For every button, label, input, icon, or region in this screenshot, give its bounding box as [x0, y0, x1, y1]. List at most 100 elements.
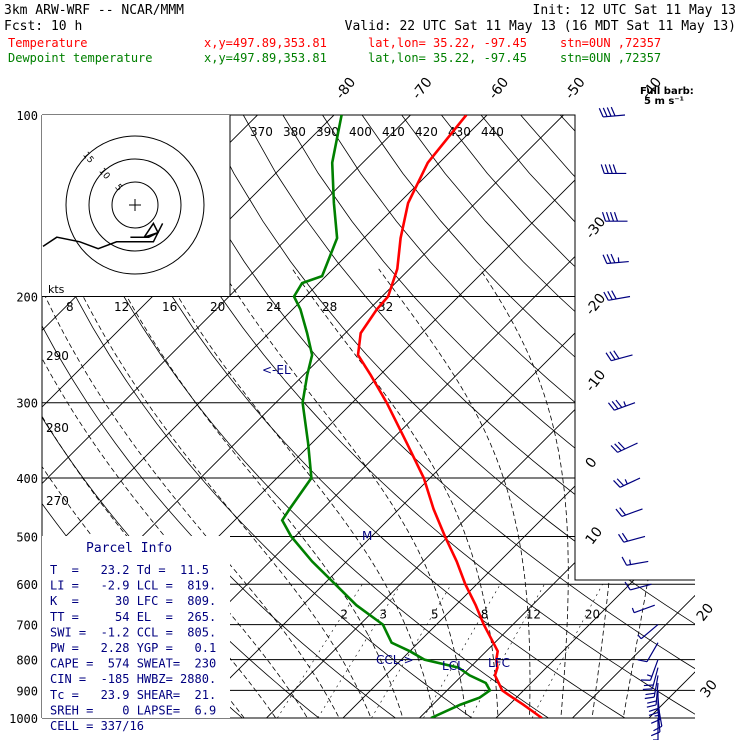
wind-barb-half-flag	[637, 634, 642, 640]
hodograph-ring-label: 5	[112, 183, 123, 194]
valid-time: Valid: 22 UTC Sat 11 May 13 (16 MDT Sat …	[345, 19, 736, 34]
wind-barb-flag	[613, 211, 619, 222]
dry-adiabat-line	[361, 115, 695, 718]
temperature-line	[356, 115, 543, 718]
wind-barb-flag	[607, 291, 613, 300]
mixing-ratio-label: 3	[379, 608, 387, 622]
parcel-info-title: Parcel Info	[86, 541, 172, 556]
wind-barb-flag	[618, 533, 625, 543]
mixing-ratio-line	[317, 584, 401, 718]
parcel-row: CAPE = 574 SWEAT= 230	[50, 657, 216, 671]
theta-e-label: 390	[316, 125, 339, 139]
hodograph-trace	[42, 221, 164, 250]
theta-e-label: 420	[415, 125, 438, 139]
wind-barb-flag	[613, 350, 620, 359]
dry-adiabat-line	[0, 115, 25, 731]
wind-barb-flag	[609, 211, 615, 222]
pressure-tick-label: 100	[16, 109, 38, 123]
dry-adiabat-line	[719, 115, 740, 731]
wind-barb-flag	[603, 291, 609, 301]
parcel-row: PW = 2.28 YGP = 0.1	[50, 641, 216, 655]
forecast-hour: Fcst: 10 h	[4, 19, 82, 34]
isotherm-line	[189, 115, 695, 718]
pressure-tick-label: 1000	[9, 712, 38, 726]
pressure-tick-label: 200	[16, 291, 38, 305]
isotherm-line	[495, 115, 695, 718]
mixing-ratio-label: 8	[481, 608, 489, 622]
isotherm-line	[42, 115, 411, 718]
mixing-ratio-label: 12	[526, 608, 541, 622]
wind-barb-flag	[624, 581, 631, 591]
wind-barb	[621, 556, 649, 566]
isotherm-label: -70	[409, 75, 436, 103]
wind-barb	[607, 399, 636, 411]
isotherm-label: 20	[694, 601, 718, 625]
isotherm-line	[419, 115, 695, 718]
isotherm-line	[42, 115, 488, 718]
parcel-row: SREH = 0 LAPSE= 6.9	[50, 703, 216, 717]
parcel-info-panel: Parcel Info T = 23.2 Td = 11.5 LI = -2.9 …	[42, 536, 230, 733]
hodo-scale-label: 20	[210, 300, 225, 314]
isotherm-label: -50	[562, 75, 589, 103]
mixing-ratio-label: 20	[585, 608, 600, 622]
dry-adiabat-line	[678, 115, 695, 718]
wind-barb-flag	[637, 659, 648, 663]
hodo-scale-label: 24	[266, 300, 281, 314]
parcel-row: CIN = -185 HWBZ= 2880.	[50, 672, 216, 686]
level-markers: <-EL LCL LFC CCL-> M	[262, 363, 510, 673]
parcel-row: Tc = 23.9 SHEAR= 21.	[50, 688, 216, 702]
level-marker: LFC	[488, 656, 510, 670]
wind-barb	[637, 624, 659, 640]
wind-barb	[637, 642, 659, 663]
dry-adiabat-line	[42, 115, 491, 718]
wind-barb-flag	[606, 107, 612, 117]
wind-barb-flag	[648, 707, 659, 712]
wind-barb	[631, 604, 655, 614]
wind-barb-staff	[646, 642, 659, 663]
wind-barb-staff	[633, 604, 655, 614]
wind-barb-flag	[614, 443, 622, 452]
wind-barb-flag	[611, 290, 617, 300]
temperature-legend-xy: x,y=497.89,353.81	[204, 36, 327, 50]
pressure-tick-label: 600	[16, 578, 38, 592]
wind-barb-flag	[611, 401, 619, 410]
moist-adiabat-line	[69, 268, 377, 718]
wind-barb-half-flag	[646, 674, 653, 678]
hodograph-ring	[65, 135, 205, 275]
wind-barb-flag	[610, 253, 616, 264]
wind-barb	[646, 682, 659, 708]
hodograph-units: kts	[48, 283, 65, 296]
dry-adiabat-label: 290	[46, 349, 69, 363]
pressure-tick-label: 800	[16, 654, 38, 668]
dry-adiabat-line	[401, 115, 695, 718]
wind-barb-flag	[642, 688, 653, 691]
isotherm-label: 30	[697, 677, 721, 701]
pressure-tick-label: 400	[16, 472, 38, 486]
dry-adiabat-line	[599, 115, 695, 718]
hodo-scale-label: 8	[66, 300, 74, 314]
plot-frame	[42, 114, 695, 581]
wind-barb-staff	[649, 659, 659, 681]
isotherm-line	[726, 115, 740, 718]
pressure-tick-label: 500	[16, 530, 38, 544]
moist-adiabat-line	[42, 268, 316, 718]
isotherm-line	[342, 115, 695, 718]
wind-barb-flag	[646, 704, 657, 708]
level-marker: LCL	[442, 659, 464, 673]
barb-key-line1: Full barb:	[640, 86, 694, 97]
dry-adiabat-line	[639, 115, 695, 718]
dry-adiabat-line	[282, 115, 695, 718]
wind-barb-flag	[650, 731, 661, 737]
wind-barb-flag	[648, 711, 659, 716]
wind-barb-staff	[621, 508, 643, 517]
dry-adiabat-label: 280	[46, 421, 69, 435]
dry-adiabat-line	[44, 115, 569, 718]
wind-barb-flag	[609, 351, 616, 360]
parcel-row: T = 23.2 Td = 11.5	[50, 563, 209, 577]
temperature-legend-label: Temperature	[8, 36, 87, 50]
level-marker: <-EL	[262, 363, 291, 377]
dry-adiabat-line	[520, 115, 695, 718]
wind-barb-flag	[617, 441, 626, 450]
